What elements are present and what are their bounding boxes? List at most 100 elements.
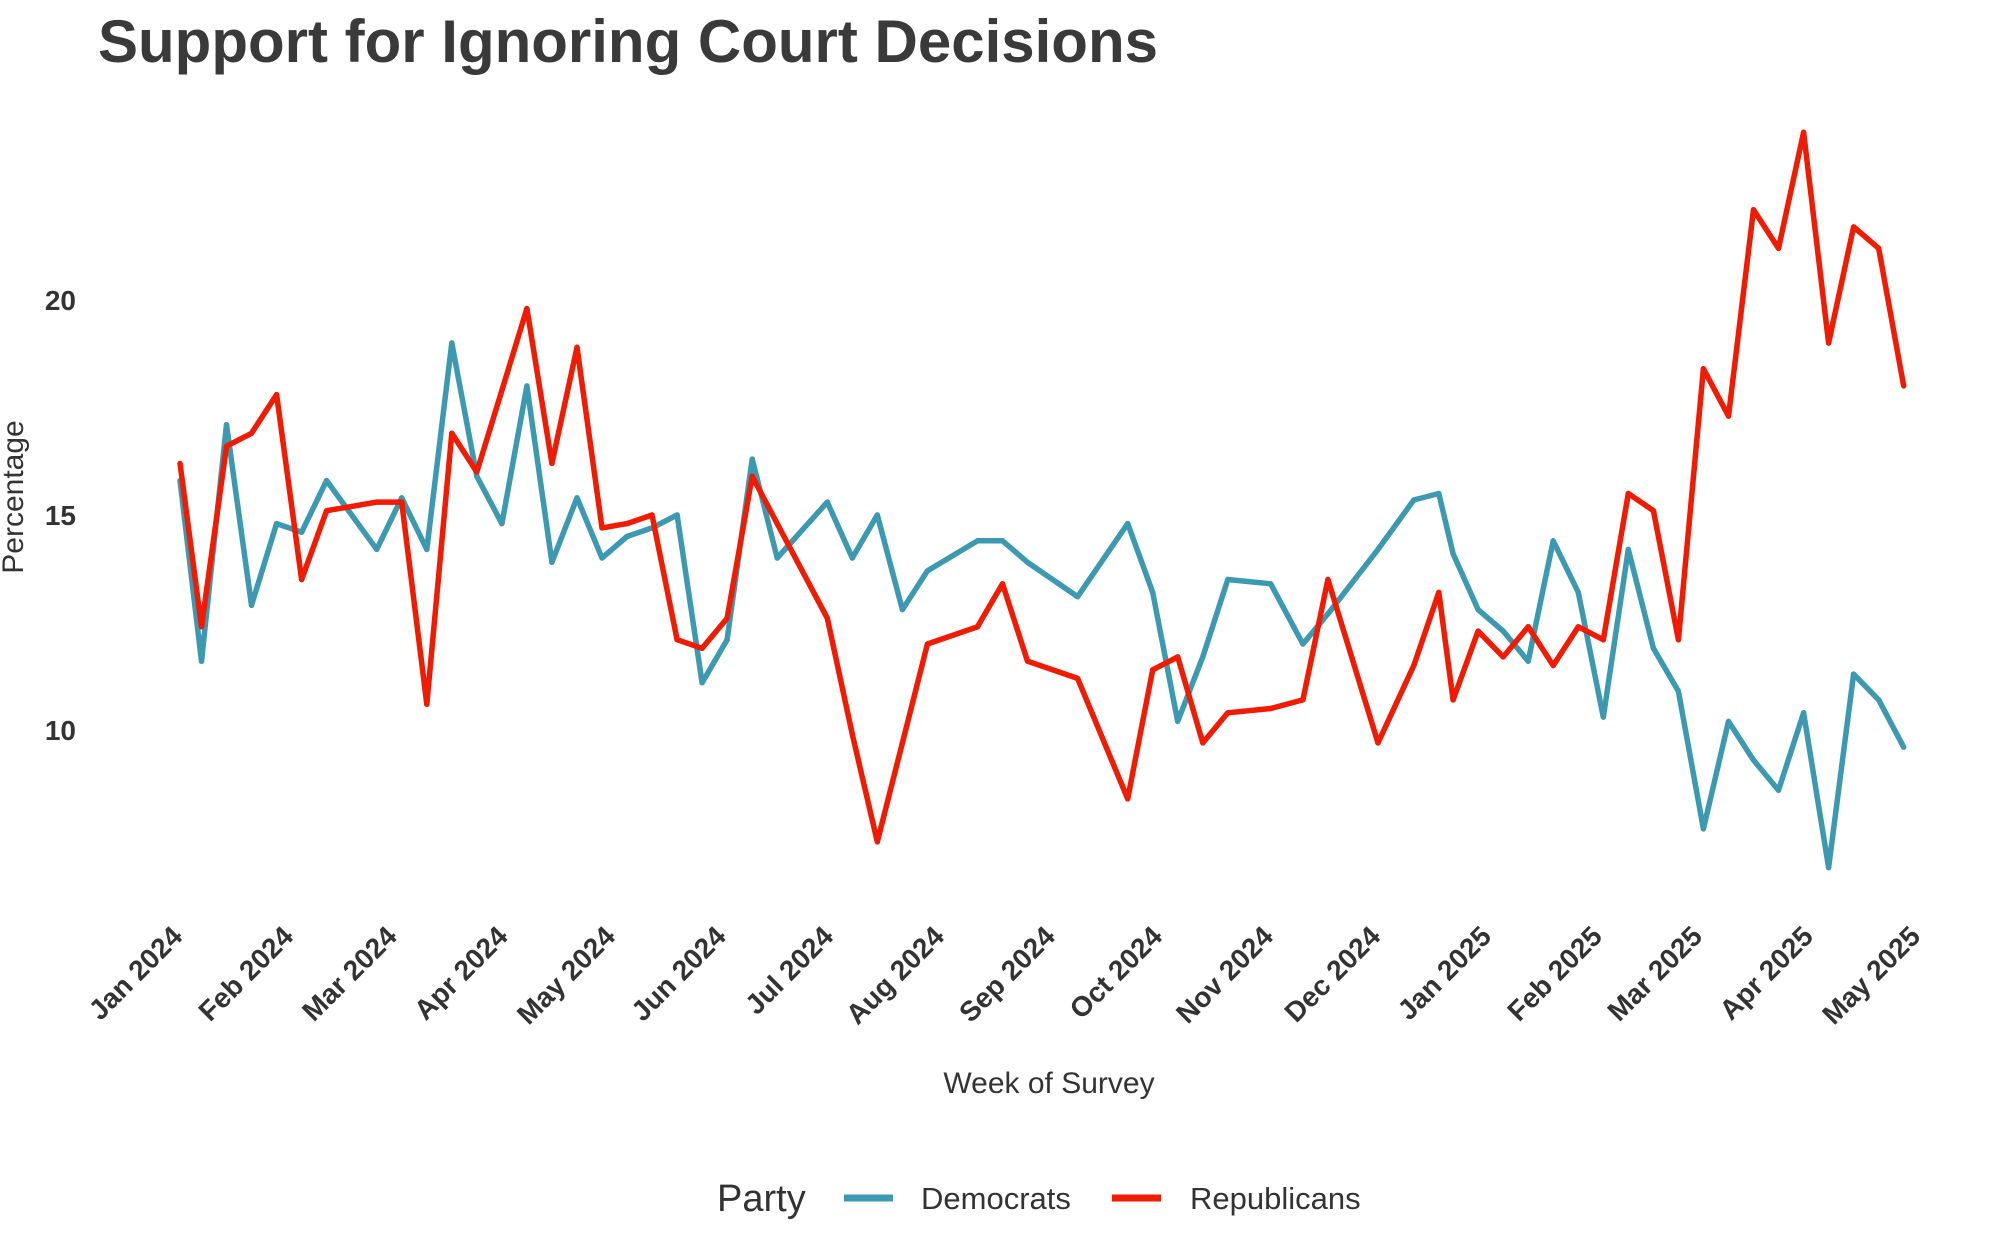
y-axis-title: Percentage bbox=[0, 420, 30, 573]
data-point-republicans bbox=[374, 499, 380, 505]
data-point-republicans bbox=[298, 576, 305, 583]
data-point-republicans bbox=[1300, 697, 1306, 703]
x-tick-label: Jan 2024 bbox=[83, 920, 189, 1026]
data-point-republicans bbox=[1200, 740, 1206, 746]
data-point-republicans bbox=[1600, 637, 1607, 643]
data-point-republicans bbox=[724, 615, 730, 621]
data-point-republicans bbox=[1024, 658, 1031, 664]
data-point-democrats bbox=[924, 568, 931, 574]
data-point-republicans bbox=[223, 443, 230, 449]
data-point-democrats bbox=[399, 495, 405, 501]
data-point-democrats bbox=[1175, 718, 1181, 725]
data-point-republicans bbox=[1775, 245, 1782, 252]
legend-label-democrats: Democrats bbox=[921, 1181, 1071, 1216]
data-point-republicans bbox=[1475, 628, 1481, 634]
data-point-republicans bbox=[1876, 245, 1882, 252]
data-point-democrats bbox=[574, 495, 580, 501]
data-point-republicans bbox=[349, 503, 355, 510]
data-point-republicans bbox=[1450, 697, 1456, 703]
data-point-republicans bbox=[248, 430, 255, 436]
data-point-republicans bbox=[899, 740, 906, 746]
data-point-republicans bbox=[849, 731, 855, 737]
data-point-democrats bbox=[1876, 697, 1882, 703]
x-tick-label: Jan 2025 bbox=[1392, 920, 1498, 1026]
x-tick-label: May 2024 bbox=[511, 920, 621, 1030]
x-tick-label: Feb 2025 bbox=[1501, 920, 1608, 1027]
data-point-republicans bbox=[624, 520, 630, 527]
data-point-democrats bbox=[1150, 589, 1156, 596]
y-axis-ticks: 10 15 20 bbox=[45, 285, 76, 746]
data-point-democrats bbox=[624, 533, 630, 540]
data-point-republicans bbox=[1650, 508, 1657, 514]
data-point-democrats bbox=[999, 538, 1006, 544]
data-point-democrats bbox=[599, 555, 605, 561]
data-point-republicans bbox=[549, 460, 555, 467]
x-tick-label: Oct 2024 bbox=[1064, 920, 1169, 1025]
data-point-democrats bbox=[899, 606, 906, 613]
x-tick-label: Mar 2024 bbox=[296, 920, 403, 1027]
x-tick-label: Jun 2024 bbox=[625, 920, 732, 1027]
data-point-democrats bbox=[298, 529, 305, 535]
data-point-democrats bbox=[1625, 546, 1632, 553]
data-point-republicans bbox=[1175, 654, 1181, 660]
data-point-democrats bbox=[1450, 551, 1456, 557]
data-point-democrats bbox=[674, 512, 680, 518]
data-point-republicans bbox=[674, 637, 680, 643]
data-point-democrats bbox=[1500, 628, 1506, 634]
data-point-democrats bbox=[1901, 744, 1907, 750]
data-point-republicans bbox=[1700, 366, 1707, 372]
data-point-democrats bbox=[1575, 589, 1582, 596]
data-point-democrats bbox=[1850, 671, 1857, 677]
data-point-democrats bbox=[349, 512, 355, 518]
legend: Party Democrats Republicans bbox=[717, 1178, 1361, 1220]
data-point-democrats bbox=[549, 559, 555, 565]
data-point-republicans bbox=[749, 473, 755, 479]
data-point-democrats bbox=[849, 555, 855, 561]
data-point-democrats bbox=[1775, 787, 1782, 793]
data-point-democrats bbox=[1125, 520, 1131, 527]
data-point-republicans bbox=[1800, 129, 1807, 135]
data-point-republicans bbox=[323, 508, 330, 514]
data-point-republicans bbox=[524, 305, 530, 312]
data-point-democrats bbox=[1200, 654, 1206, 660]
data-point-democrats bbox=[749, 456, 755, 462]
data-point-republicans bbox=[774, 520, 780, 527]
data-point-democrats bbox=[323, 477, 330, 484]
data-point-democrats bbox=[424, 546, 430, 553]
data-point-republicans bbox=[649, 512, 655, 518]
data-point-republicans bbox=[177, 460, 183, 467]
data-point-republicans bbox=[974, 624, 981, 630]
x-axis-title: Week of Survey bbox=[943, 1067, 1154, 1100]
x-tick-label: Apr 2025 bbox=[1713, 920, 1819, 1026]
data-point-democrats bbox=[1825, 864, 1832, 871]
data-point-republicans bbox=[699, 645, 705, 651]
series-line-republicans bbox=[177, 129, 1907, 845]
data-point-republicans bbox=[924, 641, 931, 647]
data-point-republicans bbox=[1411, 662, 1417, 669]
x-tick-label: Apr 2024 bbox=[408, 920, 514, 1026]
data-point-republicans bbox=[599, 525, 605, 531]
data-point-democrats bbox=[874, 512, 880, 518]
data-point-democrats bbox=[374, 546, 380, 553]
data-point-democrats bbox=[1650, 645, 1657, 651]
data-point-democrats bbox=[1550, 538, 1556, 544]
data-point-republicans bbox=[1750, 207, 1757, 213]
data-point-democrats bbox=[1411, 497, 1417, 503]
data-point-republicans bbox=[1268, 705, 1274, 712]
data-point-democrats bbox=[1475, 606, 1481, 613]
data-point-republicans bbox=[999, 581, 1006, 587]
data-point-democrats bbox=[524, 383, 530, 389]
legend-title: Party bbox=[717, 1178, 806, 1220]
y-tick-label: 15 bbox=[45, 500, 76, 531]
data-point-republicans bbox=[1725, 413, 1732, 419]
data-point-republicans bbox=[1325, 576, 1331, 583]
data-point-democrats bbox=[724, 637, 730, 643]
data-point-democrats bbox=[1675, 688, 1682, 694]
data-point-republicans bbox=[1901, 383, 1907, 389]
data-point-democrats bbox=[774, 555, 780, 561]
data-point-republicans bbox=[1675, 637, 1682, 643]
data-point-republicans bbox=[1575, 624, 1582, 630]
data-point-democrats bbox=[1600, 714, 1607, 720]
data-point-republicans bbox=[1625, 490, 1632, 497]
